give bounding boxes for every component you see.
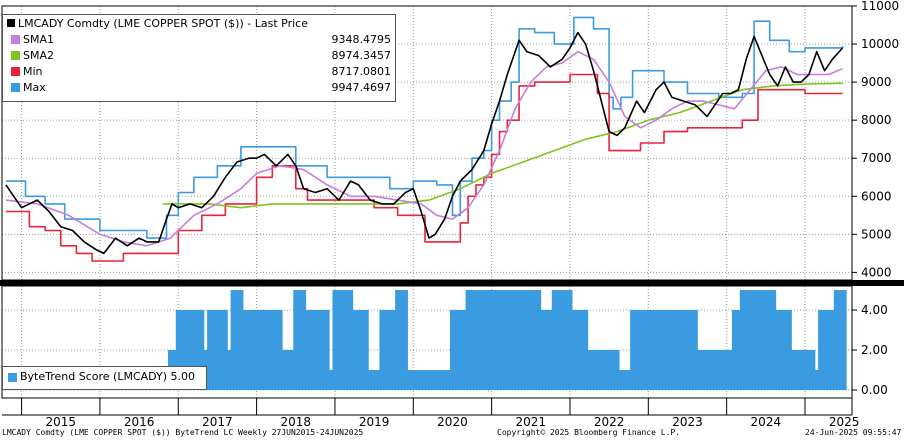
legend-name-min: Min (23, 65, 43, 78)
bottom-y-tick-label: 0.00 (861, 383, 888, 397)
legend-value-sma1: 9348.4795 (331, 33, 392, 46)
bytetrend-legend-name: ByteTrend Score (LMCADY) (20, 370, 168, 383)
legend-row-max: Max 9947.4697 (11, 81, 391, 95)
black-swatch (7, 19, 15, 27)
top-y-tick-label: 5000 (861, 227, 892, 241)
top-legend: LMCADY Comdty (LME COPPER SPOT ($)) - La… (2, 14, 396, 102)
top-y-axis: 4000 5000 6000 7000 8000 9000 10000 11000 (852, 0, 899, 279)
bottom-panel-border (1, 285, 853, 399)
legend-title: LMCADY Comdty (LME COPPER SPOT ($)) - La… (7, 17, 308, 30)
legend-name-sma2: SMA2 (23, 49, 54, 62)
legend-name-max: Max (23, 81, 46, 94)
bottom-y-axis: 0.00 2.00 4.00 (852, 303, 888, 397)
legend-row-sma1: SMA1 9348.4795 (11, 33, 391, 47)
bytetrend-swatch (8, 373, 17, 382)
footer-center: Copyright© 2025 Bloomberg Finance L.P. (497, 428, 681, 437)
top-y-tick-label: 7000 (861, 151, 892, 165)
bytetrend-legend-label: ByteTrend Score (LMCADY) 5.00 (20, 370, 195, 383)
legend-value-sma2: 8974.3457 (331, 49, 392, 62)
x-tick-label: 2019 (359, 415, 390, 429)
max-swatch (11, 83, 20, 92)
legend-row-min: Min 8717.0801 (11, 65, 391, 79)
top-y-tick-label: 4000 (861, 265, 892, 279)
top-y-tick-label: 6000 (861, 189, 892, 203)
x-tick-label: 2015 (45, 415, 76, 429)
legend-value-max: 9947.4697 (331, 81, 392, 94)
bottom-y-tick-label: 4.00 (861, 303, 888, 317)
bottom-legend: ByteTrend Score (LMCADY) 5.00 (2, 366, 207, 390)
series-line-lmcady-comdty-lme-copper-spot-last-price (5, 31, 844, 255)
x-axis: 2015 2016 2017 2018 2019 2020 2021 2022 2023 2024… (21, 398, 860, 429)
top-y-tick-label: 8000 (861, 113, 892, 127)
footer-right: 24-Jun-2025 09:55:47 (805, 428, 902, 437)
legend-name-sma1: SMA1 (23, 33, 54, 46)
legend-row-sma2: SMA2 8974.3457 (11, 49, 391, 63)
chart-frame (0, 5, 904, 416)
min-swatch (11, 67, 20, 76)
x-tick-label: 2024 (751, 415, 782, 429)
sma2-swatch (11, 51, 20, 60)
top-y-tick-label: 9000 (861, 75, 892, 89)
bytetrend-bar (395, 290, 408, 390)
x-tick-label: 2017 (202, 415, 233, 429)
x-tick-label: 2018 (281, 415, 312, 429)
footer-left: LMCADY Comdty (LME COPPER SPOT ($)) Byte… (2, 428, 364, 437)
x-tick-label: 2021 (516, 415, 547, 429)
x-tick-label: 2022 (594, 415, 625, 429)
series-line-min (5, 73, 843, 262)
bytetrend-bar (833, 290, 847, 390)
x-tick-label: 2023 (672, 415, 703, 429)
bytetrend-bars (167, 290, 847, 390)
sma1-swatch (11, 35, 20, 44)
top-y-tick-label: 10000 (861, 37, 899, 51)
x-tick-label: 2016 (124, 415, 155, 429)
series-line-sma1 (5, 50, 843, 247)
bytetrend-legend-value: 5.00 (170, 370, 196, 383)
legend-value-min: 8717.0801 (331, 65, 392, 78)
panel-divider (0, 280, 904, 286)
series-line-sma2 (162, 82, 843, 209)
x-tick-label: 2025 (829, 415, 860, 429)
legend-title-text: LMCADY Comdty (LME COPPER SPOT ($)) - La… (18, 17, 308, 30)
price-series-lines (5, 16, 844, 262)
top-y-tick-label: 11000 (861, 0, 899, 13)
x-tick-label: 2020 (437, 415, 468, 429)
bottom-y-tick-label: 2.00 (861, 343, 888, 357)
